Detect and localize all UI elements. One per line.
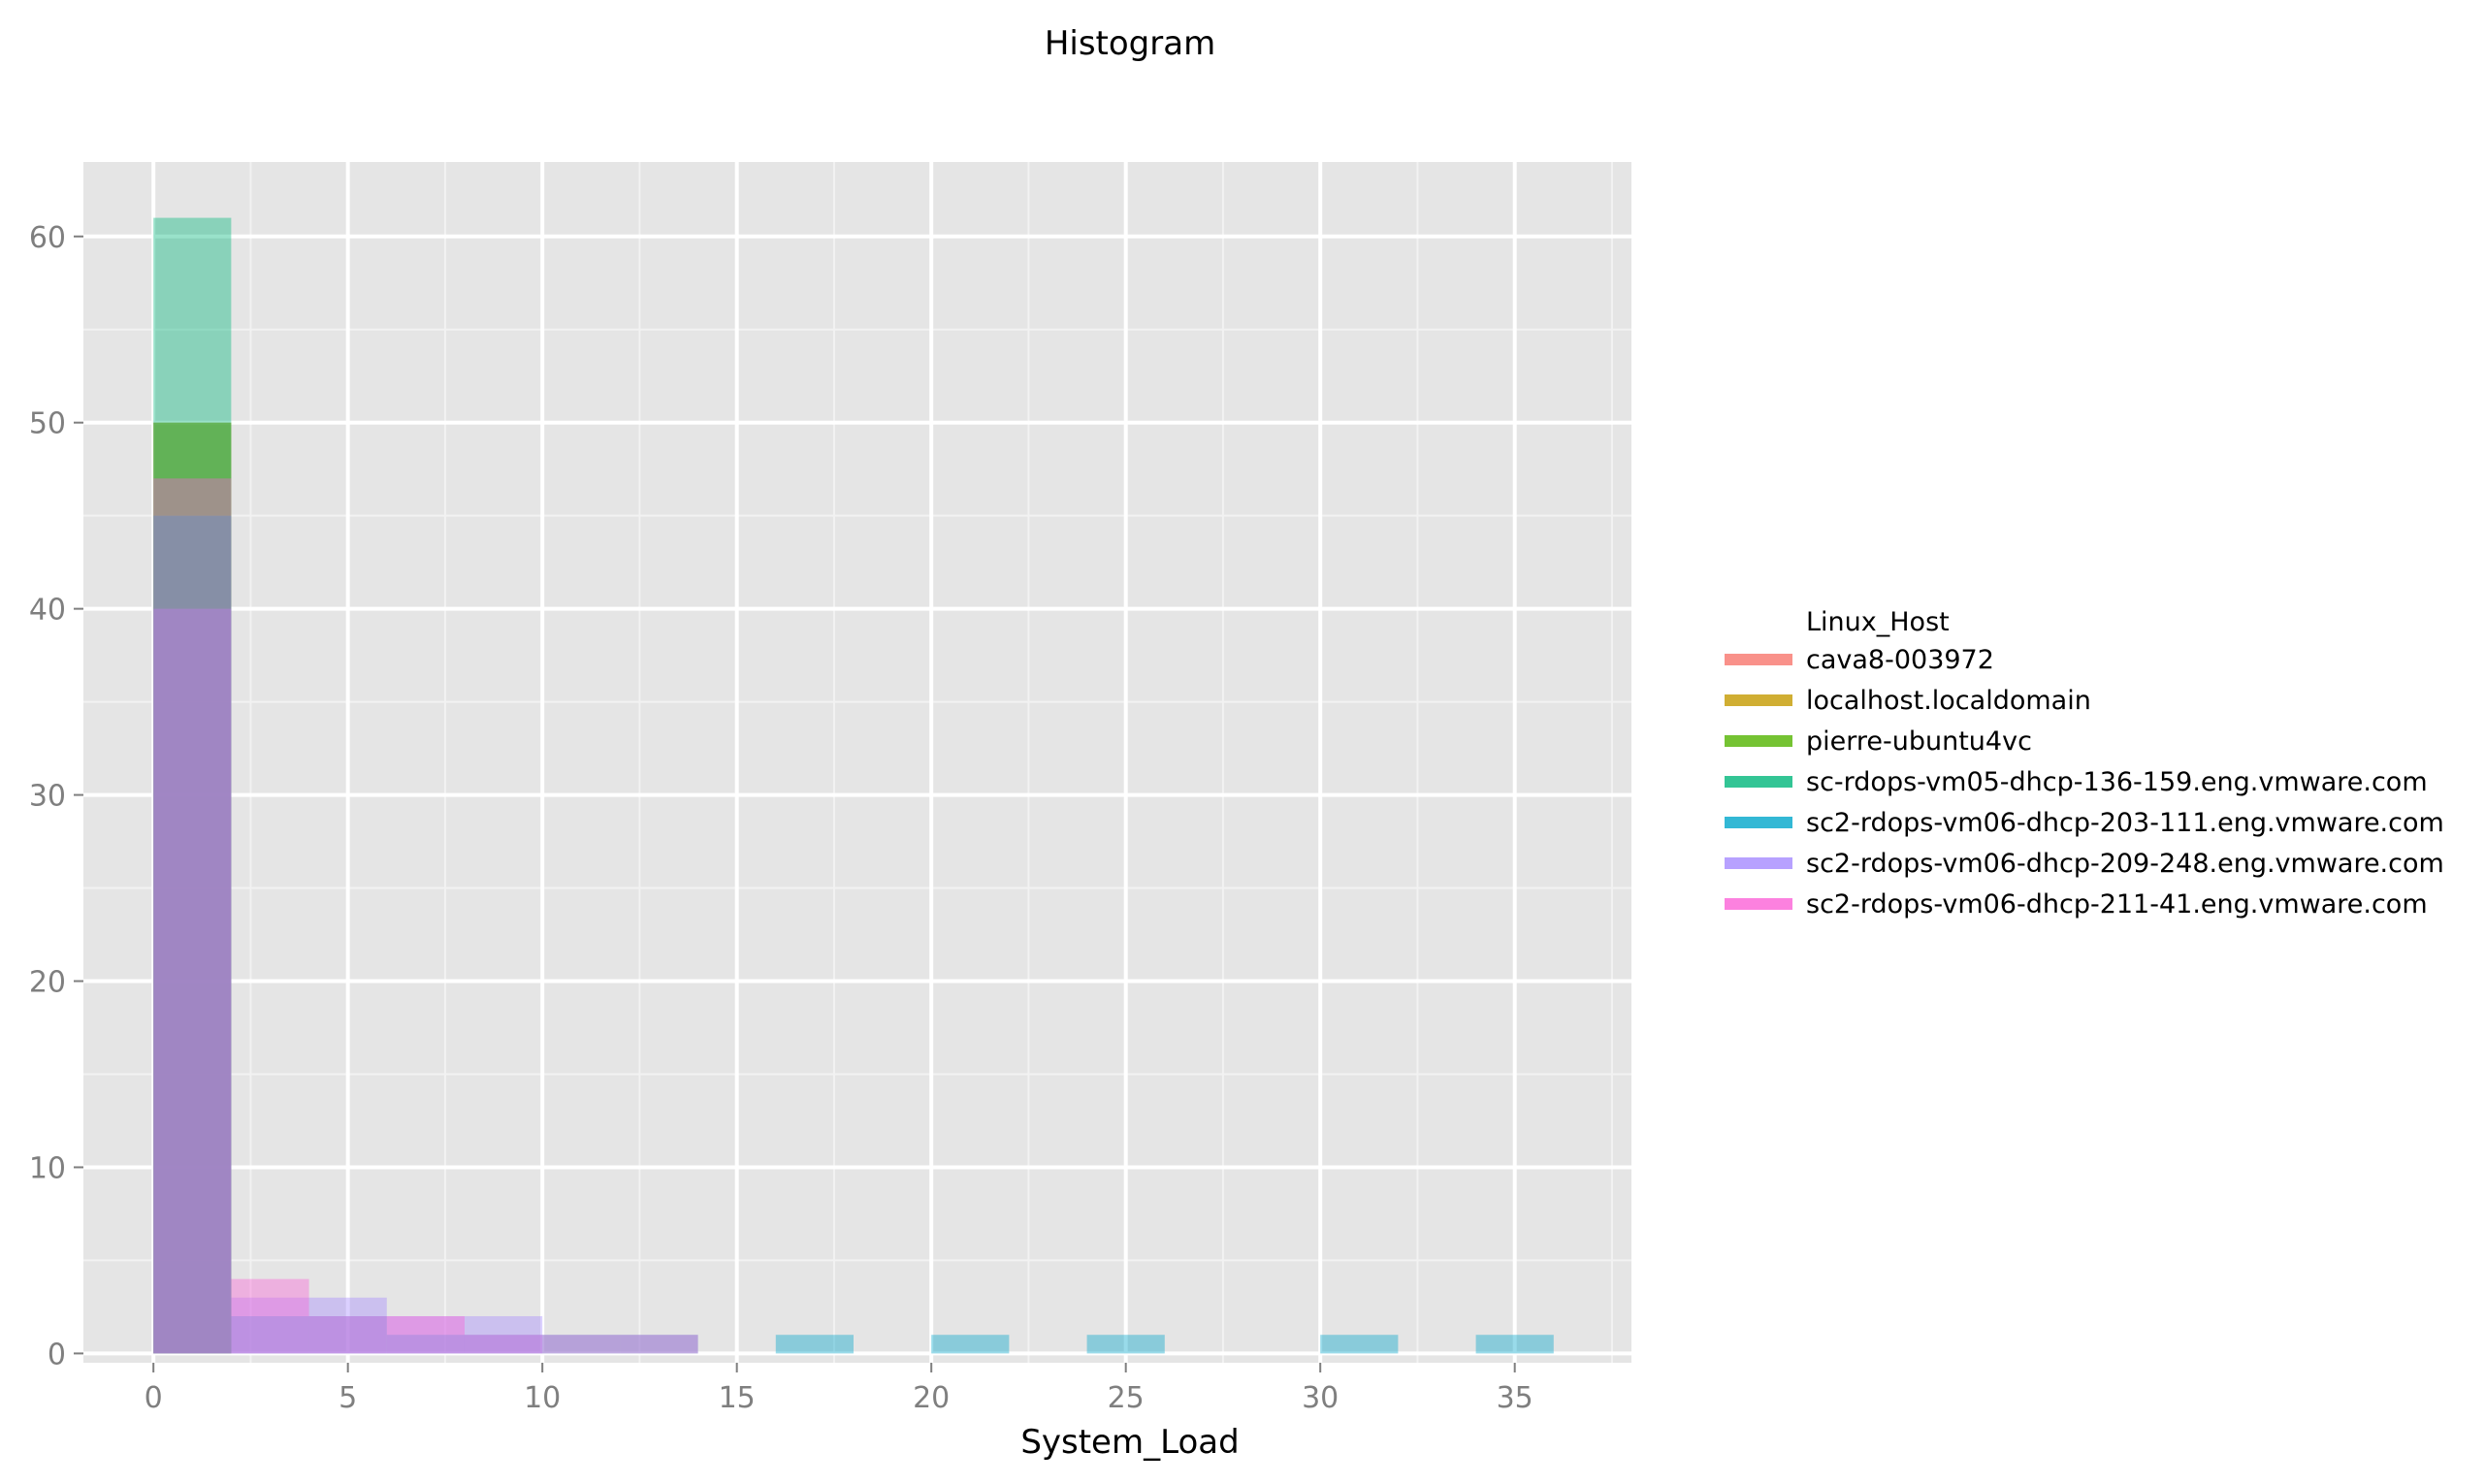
histogram-bar — [231, 1278, 309, 1354]
histogram-bar — [542, 1335, 621, 1354]
legend-swatch — [1725, 857, 1792, 869]
x-axis: 0 5 10 15 20 25 30 35 — [145, 1363, 1533, 1415]
histogram-bar — [153, 422, 232, 1354]
legend-label: sc-rdops-vm05-dhcp-136-159.eng.vmware.co… — [1806, 767, 2428, 797]
legend-swatch — [1725, 817, 1792, 828]
legend-label: sc2-rdops-vm06-dhcp-209-248.eng.vmware.c… — [1806, 849, 2444, 879]
histogram-bar — [386, 1316, 465, 1354]
histogram-bar — [464, 1316, 543, 1354]
histogram-bar — [1475, 1335, 1554, 1354]
chart-title: Histogram — [1045, 24, 1215, 63]
legend-swatch — [1725, 694, 1792, 706]
x-tick-label: 10 — [524, 1381, 561, 1415]
x-tick-label: 5 — [339, 1381, 357, 1415]
histogram-bar — [1086, 1335, 1165, 1354]
legend-label: sc2-rdops-vm06-dhcp-203-111.eng.vmware.c… — [1806, 808, 2444, 838]
histogram-bar — [464, 1335, 543, 1354]
legend-label: sc2-rdops-vm06-dhcp-211-41.eng.vmware.co… — [1806, 889, 2428, 919]
y-tick-label: 30 — [29, 780, 66, 814]
plot-panel — [83, 162, 1631, 1363]
histogram-bar — [1320, 1335, 1399, 1354]
histogram-bar — [308, 1316, 387, 1354]
x-tick-label: 30 — [1302, 1381, 1339, 1415]
legend-label: localhost.localdomain — [1806, 686, 2091, 716]
legend-swatch — [1725, 776, 1792, 788]
y-tick-label: 60 — [29, 221, 66, 255]
legend-label: cava8-003972 — [1806, 645, 1994, 675]
y-tick-label: 40 — [29, 594, 66, 628]
histogram-bar — [153, 217, 232, 1354]
histogram-bar — [620, 1335, 698, 1354]
legend-label: pierre-ubuntu4vc — [1806, 726, 2032, 757]
legend-swatch — [1725, 898, 1792, 910]
histogram-bar — [153, 478, 232, 1354]
legend-swatch — [1725, 735, 1792, 747]
y-tick-label: 0 — [48, 1338, 66, 1371]
x-tick-label: 35 — [1497, 1381, 1533, 1415]
histogram-bar — [231, 1316, 309, 1354]
histogram-bar — [153, 422, 232, 1354]
x-tick-label: 15 — [719, 1381, 756, 1415]
histogram-bar — [931, 1335, 1010, 1354]
x-tick-label: 20 — [913, 1381, 950, 1415]
legend: Linux_Host cava8-003972 localhost.localdo… — [1725, 607, 2444, 919]
y-axis: 0 10 20 30 40 50 60 — [29, 221, 83, 1371]
histogram-bars — [153, 217, 1554, 1354]
legend-title: Linux_Host — [1806, 607, 1950, 637]
histogram-bar — [308, 1297, 387, 1354]
histogram-bar — [386, 1316, 465, 1354]
x-tick-label: 25 — [1108, 1381, 1145, 1415]
legend-items: cava8-003972 localhost.localdomain pierre-… — [1725, 645, 2444, 919]
histogram-bar — [231, 1297, 309, 1354]
histogram-bar — [153, 608, 232, 1354]
legend-swatch — [1725, 654, 1792, 665]
x-tick-label: 0 — [145, 1381, 163, 1415]
grid-major-lines — [83, 162, 1631, 1363]
histogram-bar — [464, 1335, 543, 1354]
histogram-bar — [542, 1335, 621, 1354]
histogram-bar — [153, 422, 232, 1354]
histogram-bar — [153, 515, 232, 1354]
histogram-bar — [775, 1335, 854, 1354]
y-tick-label: 10 — [29, 1151, 66, 1185]
y-tick-label: 50 — [29, 407, 66, 441]
y-tick-label: 20 — [29, 966, 66, 1000]
histogram-bar — [386, 1335, 465, 1354]
grid-minor-lines — [83, 162, 1631, 1363]
x-axis-label: System_Load — [1020, 1423, 1239, 1462]
histogram-bar — [620, 1335, 698, 1354]
histogram-bar — [308, 1316, 387, 1354]
